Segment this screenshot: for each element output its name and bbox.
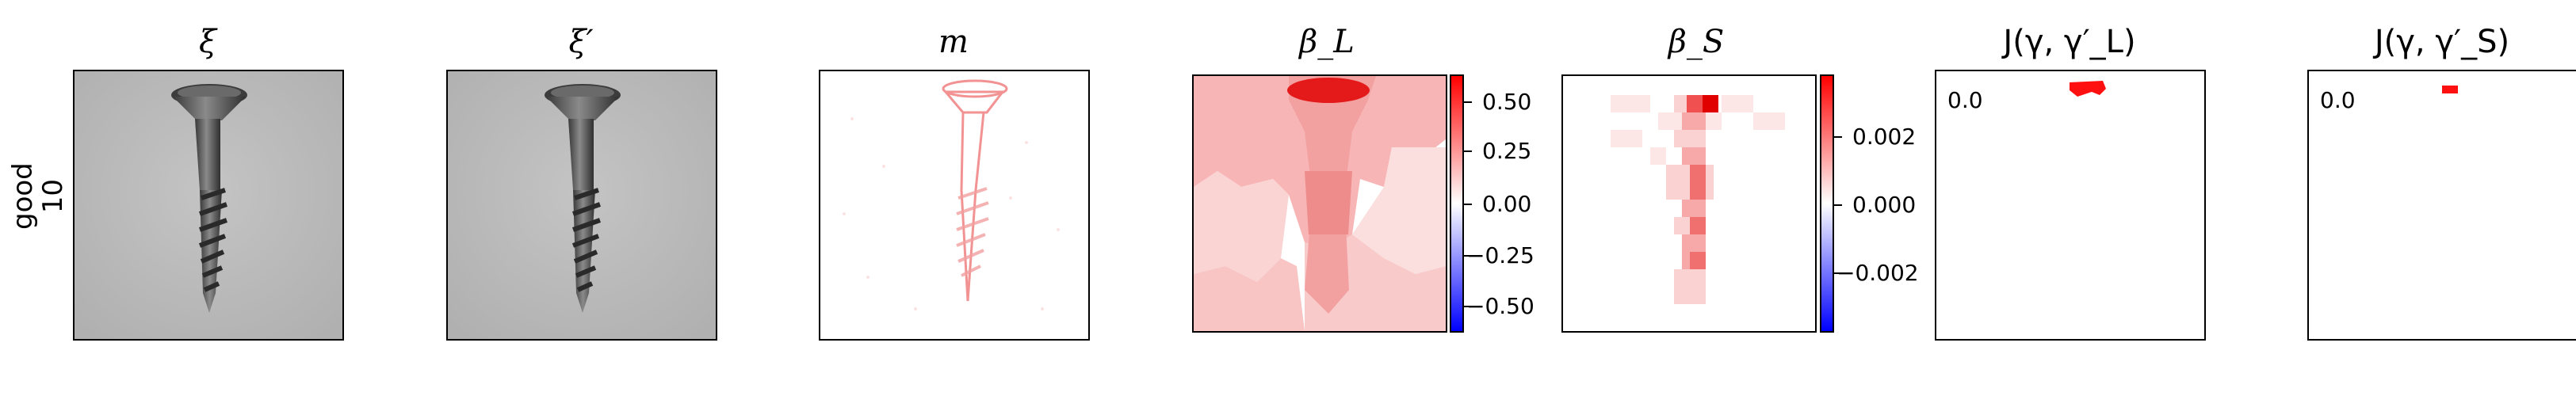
panel-title-m: m: [938, 24, 969, 60]
screw-photo: [75, 71, 342, 339]
j-l-mask: [1936, 71, 2204, 339]
panel-title-beta-l: β_L: [1299, 24, 1355, 60]
beta-s-tick-3: −0.002: [1836, 260, 1919, 286]
xi-image: [73, 70, 344, 341]
beta-l-tick-1: 0.50: [1482, 89, 1532, 115]
j-s-image: 0.0: [2307, 70, 2576, 341]
panel-title-j-l: J(γ, γ′_L): [2003, 24, 2136, 60]
j-l-image: 0.0: [1935, 70, 2206, 341]
panel-title-xi: ξ: [198, 24, 217, 60]
beta-s-tick-1: 0.002: [1852, 124, 1917, 150]
j-l-value: 0.0: [1947, 87, 1983, 113]
beta-l-colorbar: [1450, 74, 1464, 333]
beta-s-colorbar: [1820, 74, 1834, 333]
beta-s-map: [1563, 76, 1815, 331]
beta-l-tick-3: 0.00: [1482, 191, 1532, 217]
beta-l-tick-5: −0.50: [1466, 293, 1535, 319]
j-s-mask: [2309, 71, 2576, 339]
panel-title-beta-s: β_S: [1668, 24, 1725, 60]
row-label-line1: good: [7, 162, 39, 230]
beta-l-tick-4: −0.25: [1466, 242, 1535, 268]
xi-prime-image: [446, 70, 717, 341]
j-s-value: 0.0: [2320, 87, 2356, 113]
row-label: good 10: [7, 162, 69, 230]
panel-title-j-s: J(γ, γ′_S): [2374, 24, 2510, 60]
beta-l-tick-2: 0.25: [1482, 138, 1532, 164]
row-label-line2: 10: [37, 178, 69, 214]
screw-photo-reconstruction: [448, 71, 716, 339]
difference-map: [820, 71, 1088, 339]
beta-s-tick-2: 0.000: [1852, 192, 1917, 218]
beta-l-map: [1194, 76, 1446, 331]
panel-title-xi-prime: ξ′: [568, 24, 594, 60]
beta-s-heatmap: [1561, 74, 1817, 333]
m-image: [819, 70, 1090, 341]
beta-l-heatmap: [1192, 74, 1447, 333]
